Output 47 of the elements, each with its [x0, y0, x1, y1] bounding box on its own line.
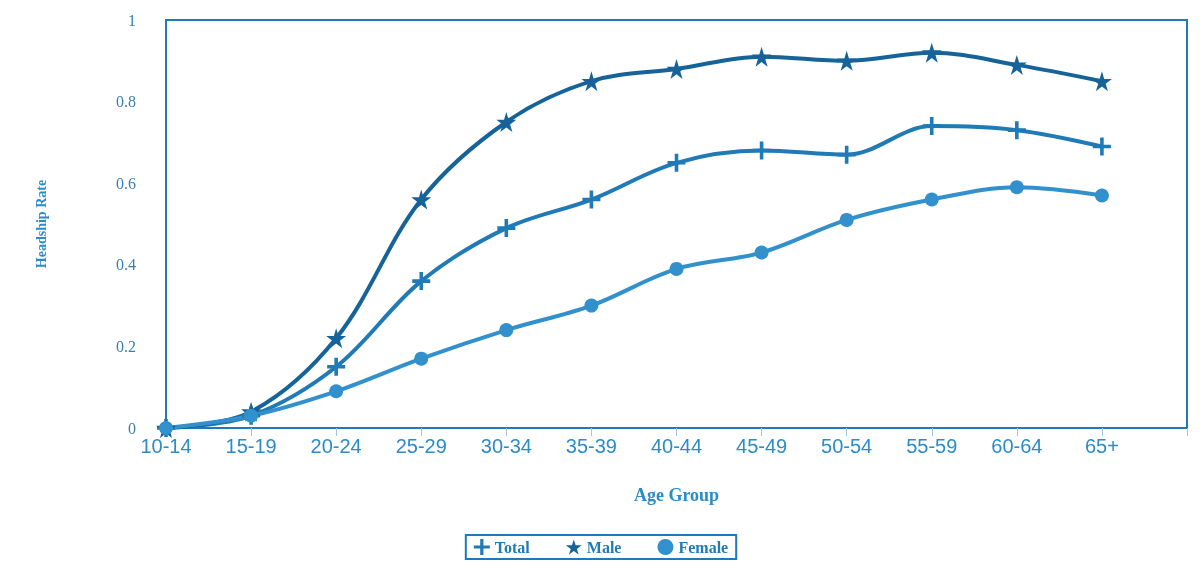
- point: [499, 323, 514, 338]
- point: [1007, 121, 1026, 140]
- point: [327, 357, 346, 376]
- point: [412, 272, 431, 291]
- point: [669, 261, 684, 276]
- point: [667, 153, 686, 172]
- point: [1092, 137, 1111, 156]
- y-tick-label: 1: [128, 11, 136, 29]
- y-axis-title: Headship Rate: [33, 179, 49, 269]
- point: [751, 46, 772, 67]
- x-tick-label: 15-19: [225, 435, 277, 457]
- point: [497, 219, 516, 238]
- point: [584, 298, 599, 313]
- point: [329, 384, 344, 399]
- x-tick-label: 45-49: [736, 435, 788, 457]
- point: [411, 189, 432, 210]
- y-tick-label: 0.4: [116, 256, 136, 274]
- point: [754, 245, 769, 260]
- point: [839, 212, 854, 227]
- y-tick-label: 0.8: [116, 93, 136, 111]
- point: [924, 192, 939, 207]
- x-tick-label: 10-14: [140, 435, 192, 457]
- x-tick-label: 40-44: [650, 435, 703, 457]
- point: [496, 112, 517, 132]
- y-tick-label: 0.2: [116, 337, 136, 355]
- x-tick-label: 65+: [1084, 435, 1119, 457]
- legend-label: Total: [494, 538, 531, 556]
- point: [921, 42, 942, 63]
- x-tick-label: 60-64: [991, 435, 1043, 457]
- x-tick-label: 30-34: [480, 435, 532, 457]
- point: [326, 328, 347, 349]
- point: [414, 351, 429, 366]
- x-tick-label: 50-54: [821, 435, 873, 457]
- y-tick-label: 0: [128, 419, 136, 437]
- point: [1009, 180, 1024, 195]
- legend-label: Male: [586, 538, 622, 556]
- legend-label: Female: [678, 538, 729, 556]
- y-tick-label: 0.6: [116, 174, 136, 192]
- point: [836, 50, 857, 71]
- x-axis-title: Age Group: [633, 485, 720, 505]
- point: [1094, 188, 1109, 203]
- point: [922, 117, 941, 136]
- x-tick-label: 35-39: [565, 435, 617, 457]
- point: [581, 71, 602, 92]
- x-tick-label: 25-29: [395, 435, 447, 457]
- x-tick-label: 20-24: [310, 435, 362, 457]
- x-tick-label: 55-59: [906, 435, 958, 457]
